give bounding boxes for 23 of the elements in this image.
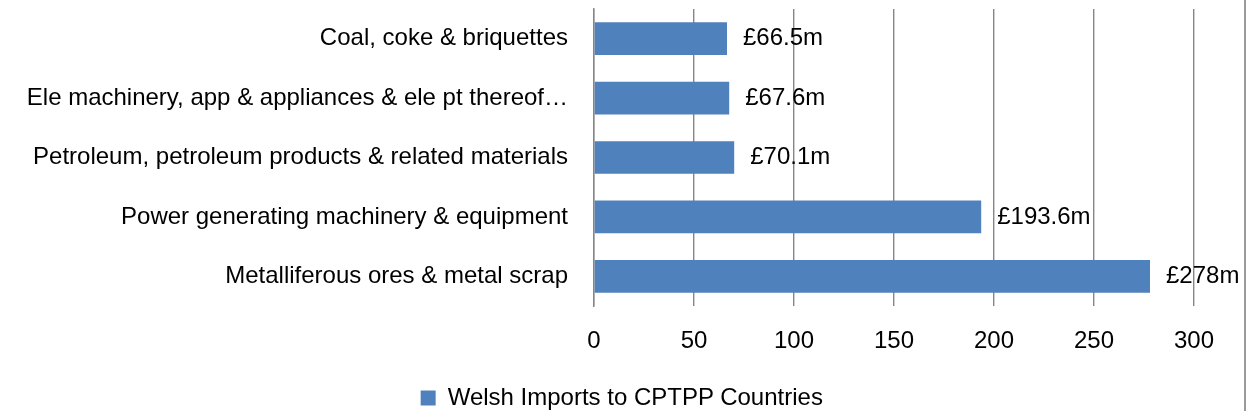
- bar: [594, 200, 982, 234]
- data-label: £193.6m: [997, 201, 1091, 229]
- y-tick-label: Petroleum, petroleum products & related materials: [33, 142, 568, 170]
- x-tick-label: 250: [1073, 326, 1115, 354]
- x-tick-label: 300: [1173, 326, 1215, 354]
- y-tick-label: Metalliferous ores & metal scrap: [225, 260, 568, 288]
- y-tick-label: Power generating machinery & equipment: [121, 201, 569, 229]
- y-tick-label: Ele machinery, app & appliances & ele pt thereof…: [26, 82, 568, 110]
- legend-label: Welsh Imports to CPTPP Countries: [447, 382, 823, 410]
- data-label: £66.5m: [743, 23, 824, 51]
- x-tick-label: 0: [587, 326, 601, 354]
- bar: [594, 141, 735, 174]
- bar: [594, 259, 1150, 293]
- data-label: £67.6m: [745, 82, 826, 110]
- data-label: £278m: [1166, 260, 1240, 288]
- bar: [594, 81, 730, 115]
- x-tick-label: 100: [773, 326, 815, 354]
- x-tick-label: 150: [873, 326, 915, 354]
- x-tick-label: 200: [973, 326, 1015, 354]
- data-label: £70.1m: [750, 142, 831, 170]
- y-tick-label: Coal, coke & briquettes: [319, 23, 568, 51]
- x-tick-label: 50: [680, 326, 708, 354]
- bar: [594, 22, 727, 56]
